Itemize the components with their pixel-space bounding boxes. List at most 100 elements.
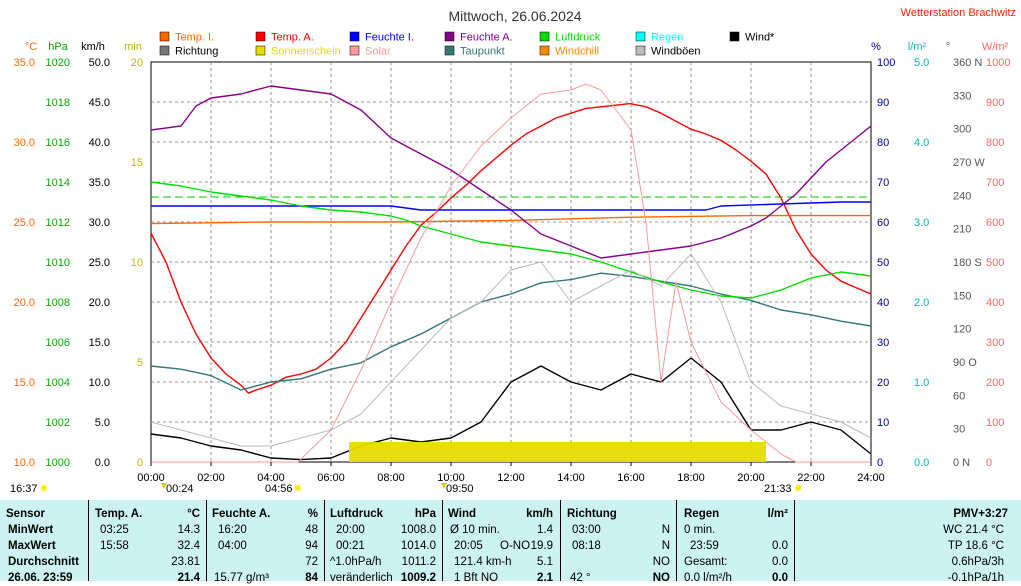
- tick-wind-7: 15.0: [89, 337, 110, 349]
- legend-label-6: Wind*: [745, 32, 775, 44]
- tick-sun-0: 20: [131, 57, 143, 69]
- tick-pressure-8: 1004: [46, 377, 70, 389]
- event-moon-b: 09:50: [446, 483, 474, 495]
- legend-label-3: Feuchte A.: [460, 32, 513, 44]
- sun-events: 16:37 00:24 04:56 09:50 21:33: [10, 483, 801, 495]
- tick-solar-6: 400: [986, 297, 1004, 309]
- tick-pressure-7: 1006: [46, 337, 70, 349]
- axis-unit-rain: l/m²: [908, 41, 927, 53]
- tick-humidity-2: 80: [877, 137, 889, 149]
- tick-humidity-0: 100: [877, 57, 895, 69]
- legend-label-5: Regen: [651, 32, 683, 44]
- event-moon-b-marker: [441, 483, 447, 489]
- x-tick-3: 06:00: [317, 472, 345, 484]
- rain-r3-label: Gesamt:: [684, 556, 728, 568]
- tick-wind-5: 25.0: [89, 257, 110, 269]
- tick-sun-3: 5: [137, 357, 143, 369]
- legend-label-8: Sonnenschein: [271, 46, 341, 58]
- tick-solar-0: 1000: [986, 57, 1010, 69]
- tick-direction-1: 330: [953, 90, 971, 102]
- series-feuchte-i-: [151, 201, 871, 211]
- tick-sun-1: 15: [131, 157, 143, 169]
- row-avg: Durchschnitt: [8, 556, 79, 568]
- rain-r4: 0.0: [772, 572, 788, 584]
- pmv-r4: -0.1hPa/1h: [947, 572, 1004, 584]
- x-tick-5: 10:00: [437, 472, 465, 484]
- x-tick-1: 02:00: [197, 472, 225, 484]
- wind-r4: 2.1: [537, 572, 553, 584]
- dir-r2-time: 08:18: [572, 540, 601, 552]
- tick-wind-9: 5.0: [95, 417, 110, 429]
- tick-pressure-4: 1012: [46, 217, 70, 229]
- legend-label-11: Windchill: [555, 46, 599, 58]
- rain-r2-time: 23:59: [690, 540, 719, 552]
- tick-rain-0: 5.0: [914, 57, 929, 69]
- legend-swatch-3: [444, 31, 455, 42]
- wind-r3-label: 121.4 km-h: [454, 556, 512, 568]
- tick-sun-4: 0: [137, 457, 143, 469]
- tick-rain-3: 2.0: [914, 297, 929, 309]
- wind-r2-time: 20:05: [454, 540, 483, 552]
- legend-label-0: Temp. I.: [175, 32, 214, 44]
- axis-unit-wind: km/h: [81, 41, 105, 53]
- temp-header: Temp. A.: [95, 508, 143, 520]
- axis-unit-sun: min: [124, 41, 142, 53]
- wind-r3: 5.1: [537, 556, 553, 568]
- tick-solar-5: 500: [986, 257, 1004, 269]
- press-unit: hPa: [414, 508, 436, 520]
- event-sun-icon-3: [795, 485, 801, 491]
- axis-units: °C hPa km/h min% l/m² ° W/m²: [25, 41, 1009, 53]
- x-tick-4: 08:00: [377, 472, 405, 484]
- tick-wind-3: 35.0: [89, 177, 110, 189]
- event-moon-a-marker: [161, 483, 167, 489]
- tick-humidity-9: 10: [877, 417, 889, 429]
- tick-direction-9: 90 O: [953, 357, 977, 369]
- dir-r1-time: 03:00: [572, 524, 601, 536]
- hum-unit: %: [307, 508, 318, 520]
- tick-solar-10: 0: [986, 457, 992, 469]
- press-min: 1008.0: [400, 524, 436, 536]
- chart-title: Mittwoch, 26.06.2024: [448, 8, 581, 24]
- legend-label-2: Feuchte I.: [365, 32, 414, 44]
- tick-solar-9: 100: [986, 417, 1004, 429]
- tick-pressure-10: 1000: [46, 457, 70, 469]
- tick-humidity-4: 60: [877, 217, 889, 229]
- legend-swatch-9: [349, 45, 360, 56]
- rain-r3: 0.0: [772, 556, 788, 568]
- series-windb-en: [150, 253, 872, 447]
- wind-r4-label: 1 Bft NO: [454, 572, 499, 584]
- tick-wind-0: 50.0: [89, 57, 110, 69]
- tick-pressure-0: 1020: [46, 57, 70, 69]
- press-max: 1014.0: [400, 540, 436, 552]
- press-trend-label: ^1.0hPa/h: [330, 556, 382, 568]
- tick-direction-3: 270 W: [953, 157, 985, 169]
- legend-label-4: Luftdruck: [555, 32, 601, 44]
- press-current: 1009.2: [400, 572, 436, 584]
- wind-r1-label: Ø 10 min.: [450, 524, 500, 536]
- legend-swatch-11: [539, 45, 550, 56]
- tick-sun-2: 10: [131, 257, 143, 269]
- legend-swatch-12: [635, 45, 646, 56]
- axes: 35.030.025.020.015.010.01020101810161014…: [14, 57, 1011, 469]
- legend-label-1: Temp. A.: [271, 32, 314, 44]
- wind-r2-dir: O-NO: [500, 540, 531, 552]
- tick-rain-4: 1.0: [914, 377, 929, 389]
- dir-r4-dir: NO: [652, 572, 670, 584]
- dir-r2-dir: N: [661, 540, 670, 552]
- tick-rain-2: 3.0: [914, 217, 929, 229]
- hum-header: Feuchte A.: [212, 508, 271, 520]
- axis-unit-temp: °C: [25, 41, 37, 53]
- dir-r4-label: 42 °: [570, 572, 591, 584]
- axis-unit-humidity: %: [871, 41, 881, 53]
- tick-humidity-5: 50: [877, 257, 889, 269]
- wind-r2: 19.9: [530, 540, 553, 552]
- tick-rain-1: 4.0: [914, 137, 929, 149]
- tick-pressure-6: 1008: [46, 297, 70, 309]
- wind-header: Wind: [448, 508, 476, 520]
- tick-temp-0: 35.0: [14, 57, 35, 69]
- x-tick-6: 12:00: [497, 472, 525, 484]
- press-header: Luftdruck: [330, 508, 384, 520]
- x-tick-0: 00:00: [137, 472, 165, 484]
- legend-label-9: Solar: [365, 46, 391, 58]
- tick-pressure-2: 1016: [46, 137, 70, 149]
